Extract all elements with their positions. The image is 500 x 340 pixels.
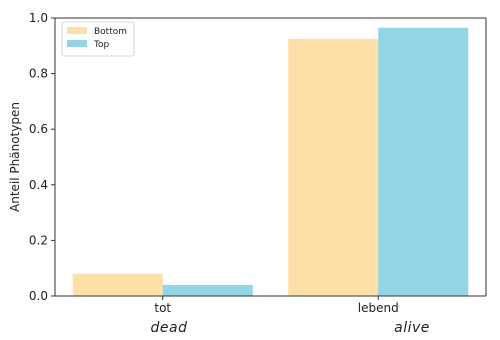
axes: 0.0 0.2 0.4 0.6 0.8 1.0 tot lebend: [29, 11, 487, 315]
bar-bottom-tot: [72, 273, 163, 296]
y-tick-label: 0.0: [29, 289, 48, 303]
y-tick-label: 0.2: [29, 233, 48, 247]
x-tick-label: lebend: [358, 301, 399, 315]
x-tick-label: tot: [154, 301, 171, 315]
bar-top-tot: [162, 284, 253, 296]
y-axis-label: Anteil Phänotypen: [8, 102, 22, 212]
y-tick-label: 0.6: [29, 122, 48, 136]
legend: Bottom Top: [61, 21, 135, 57]
legend-label-bottom: Bottom: [94, 27, 127, 37]
legend-swatch-bottom: [67, 27, 87, 34]
bar-bottom-lebend: [288, 38, 379, 296]
y-tick-label: 0.8: [29, 67, 48, 81]
plot-area: [72, 27, 469, 296]
legend-label-top: Top: [93, 40, 109, 50]
caption-alive: alive: [394, 320, 430, 336]
y-tick-label: 0.4: [29, 178, 48, 192]
caption-dead: dead: [150, 320, 188, 336]
bar-top-lebend: [378, 27, 469, 296]
y-tick-label: 1.0: [29, 11, 48, 25]
legend-swatch-top: [67, 40, 87, 47]
